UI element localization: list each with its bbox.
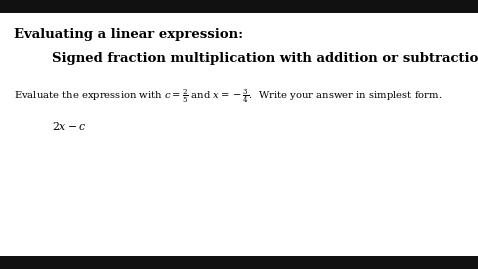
- Text: $2x - c$: $2x - c$: [52, 120, 86, 132]
- Text: Signed fraction multiplication with addition or subtraction: Signed fraction multiplication with addi…: [52, 52, 478, 65]
- Bar: [0, 0, 478, 13]
- Text: Evaluating a linear expression:: Evaluating a linear expression:: [14, 28, 243, 41]
- Text: Evaluate the expression with $c = \frac{2}{5}$ and $x = -\frac{3}{4}$.  Write yo: Evaluate the expression with $c = \frac{…: [14, 88, 442, 105]
- Bar: [0, 256, 478, 269]
